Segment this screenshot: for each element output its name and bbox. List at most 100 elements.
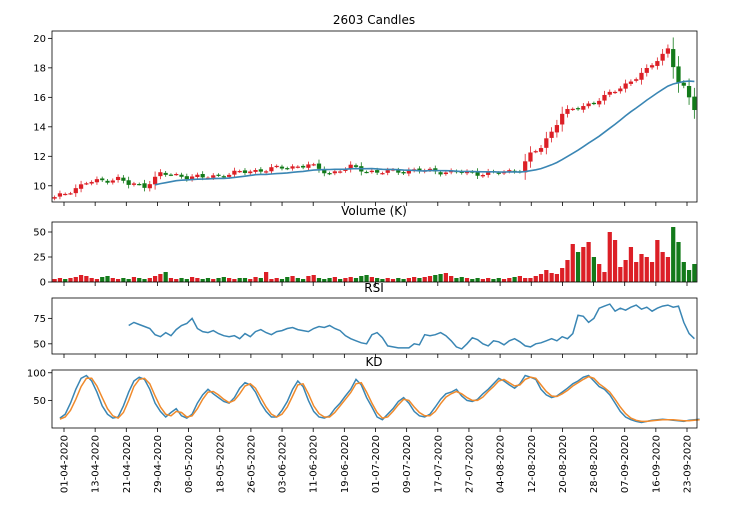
candle-body (496, 172, 501, 174)
candle-body (232, 170, 237, 175)
volume-bar (533, 276, 538, 282)
volume-bar (264, 272, 269, 282)
volume-bar (634, 262, 639, 282)
y-tick-label: 10 (33, 181, 46, 192)
volume-bar (586, 242, 591, 282)
candle-body (131, 183, 137, 185)
y-tick-label: 20 (33, 34, 46, 45)
candle-body (78, 184, 84, 189)
candle-body (152, 176, 158, 185)
y-tick-label: 50 (33, 396, 46, 407)
candle-body (269, 167, 274, 172)
volume-bar (295, 278, 300, 282)
candle-body (94, 179, 100, 183)
candle-body (623, 83, 628, 89)
y-tick-label: 100 (27, 368, 46, 379)
volume-bar (94, 279, 100, 282)
volume-bar (274, 278, 279, 282)
x-tick-label: 09-07-2020 (402, 435, 413, 493)
volume-bar (237, 278, 242, 282)
volume-bar (147, 278, 152, 282)
candle-body (105, 180, 110, 183)
candle-body (226, 174, 232, 177)
x-tick-label: 11-06-2020 (309, 435, 320, 493)
candle-body (274, 165, 279, 168)
volume-bar (544, 270, 549, 282)
volume-bar (591, 257, 597, 282)
candle-body (523, 161, 528, 173)
candle-body (327, 173, 332, 175)
volume-bar (200, 279, 205, 282)
candle-body (200, 173, 205, 178)
volume-bar (84, 276, 89, 282)
volume-bar (269, 279, 274, 282)
volume-bar (549, 273, 554, 282)
volume-bar (68, 278, 73, 282)
volume-bar (464, 278, 470, 282)
volume-bar (211, 279, 216, 282)
candle-body (597, 100, 602, 105)
volume-bar (475, 278, 480, 282)
y-tick-label: 12 (33, 152, 46, 163)
candle-body (163, 172, 168, 175)
candle-body (634, 79, 639, 81)
x-tick-label: 16-09-2020 (651, 435, 662, 493)
y-tick-labels: 10 12 14 16 18 20 0 25 50 50 75 50 100 (27, 34, 46, 407)
candle-body (575, 108, 581, 110)
volume-bar (242, 278, 248, 282)
y-tick-label: 16 (33, 93, 46, 104)
candle-body (343, 169, 348, 171)
d-line (59, 375, 700, 423)
candle-body (660, 53, 665, 61)
volume-bar (163, 272, 168, 282)
volume-bar (618, 267, 623, 282)
volume-bar (660, 252, 665, 282)
volume-bar (528, 278, 533, 282)
volume-bar (105, 276, 110, 282)
candle-body (316, 163, 322, 169)
candle-body (338, 171, 343, 173)
candle-body (649, 65, 655, 68)
candle-body (126, 180, 131, 185)
volume-bar (554, 274, 560, 282)
volume-bar (100, 277, 105, 282)
volume-bar (560, 268, 565, 282)
volume-bar (517, 276, 523, 282)
candle-body (73, 188, 78, 194)
candle-body (110, 180, 115, 183)
volume-bar (115, 279, 121, 282)
y-tick-label: 14 (33, 122, 46, 133)
candle-body (57, 193, 63, 197)
volume-bar (52, 279, 57, 282)
volume-bar (470, 279, 475, 282)
volume-bar (332, 277, 337, 282)
frame-layer (48, 30, 698, 432)
x-tick-label: 01-04-2020 (60, 435, 71, 493)
volume-bar (671, 227, 676, 282)
candle-body (443, 172, 448, 175)
volume-bar (686, 270, 692, 282)
candle-body (369, 170, 374, 173)
volume-bar (152, 276, 158, 282)
volume-bar (338, 279, 343, 282)
volume-bar (676, 242, 681, 282)
volume-bar (279, 279, 285, 282)
volume-bar (110, 278, 115, 282)
volume-bar (189, 277, 195, 282)
candle-body (242, 170, 248, 173)
x-tick-label: 21-04-2020 (122, 435, 133, 493)
candle-body (486, 171, 491, 175)
volume-bar (57, 278, 63, 282)
volume-bar (438, 274, 443, 282)
candle-body (417, 168, 422, 172)
candle-body (655, 61, 660, 66)
volume-axes-frame (51, 221, 698, 283)
y-tick-label: 50 (33, 339, 46, 350)
candle-body (279, 166, 285, 169)
candle-body (353, 165, 359, 167)
volume-bar (628, 247, 634, 282)
y-tick-label: 0 (40, 278, 46, 289)
candle-body (216, 174, 221, 176)
volume-bar (496, 278, 501, 282)
